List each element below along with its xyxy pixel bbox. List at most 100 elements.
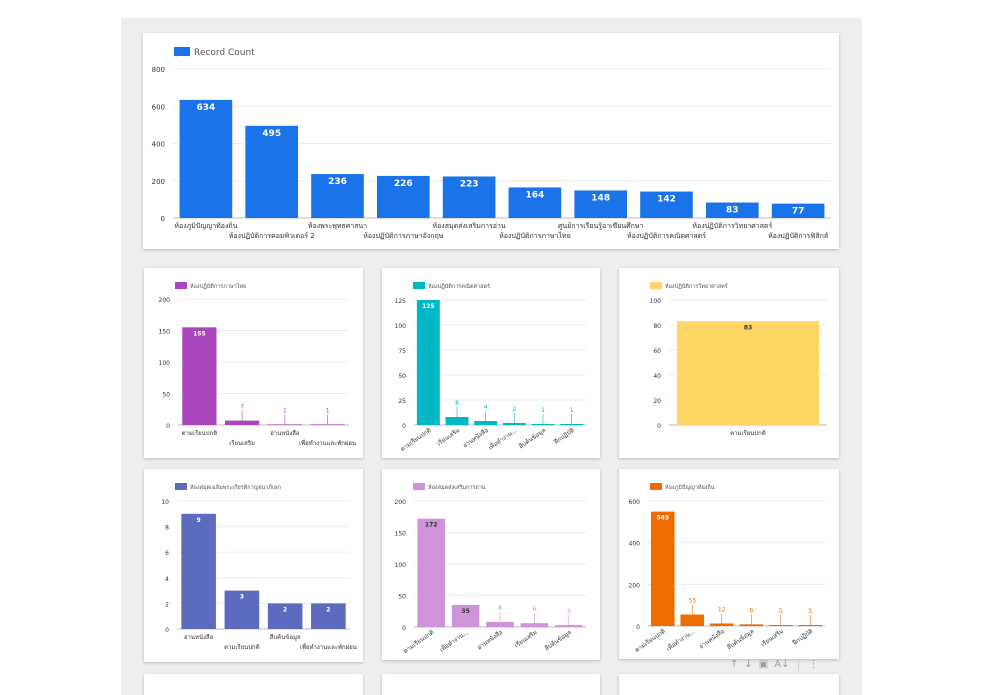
bar-value-label: 1 [570,407,574,414]
bar[interactable] [560,424,584,425]
chart-card-math-lab[interactable]: ห้องปฏิบัติการคณิตศาสตร์ 0 25 50 75 100 125 125… [382,268,600,458]
y-tick-label: 125 [395,298,407,305]
bar[interactable] [709,623,734,627]
legend-swatch [175,483,187,490]
bar-value-label: 6 [532,606,536,613]
bar[interactable] [676,321,820,425]
bar[interactable] [555,625,583,627]
x-tick-label: อ่านหนังสือ [461,426,490,450]
x-tick-label: เพื่อทำงาน... [438,628,470,654]
bar[interactable] [798,624,823,626]
bar[interactable] [310,424,345,425]
x-tick-label: ห้องสมุดส่งเสริมการอ่าน [432,222,505,230]
partial-card-bottom-1 [144,674,363,695]
report-canvas: Record Count 0 200 400 600 800 634 ห้องภูมิปัญญ… [121,18,862,695]
bar[interactable] [680,614,705,626]
bar[interactable] [502,423,526,425]
y-tick-label: 50 [162,392,170,399]
bar[interactable] [771,203,825,218]
bar[interactable] [574,190,628,218]
x-tick-label: ฝึกปฏิบัติ [552,427,576,446]
x-tick-label: ตามเรียนปกติ [399,426,433,453]
bar-value-label: 4 [484,404,488,411]
bar[interactable] [224,590,260,629]
legend-label: ห้องสมุดเฉลิมพระเกียรติกาญจนาภิเษก [190,484,281,491]
x-tick-label: ตามเรียนปกติ [633,627,667,654]
bar-value-label: 2 [283,606,287,613]
bar-value-label: 77 [792,207,805,217]
bar[interactable] [181,513,216,629]
bar-value-label: 1 [283,407,287,414]
y-tick-label: 100 [395,562,407,569]
bar-value-label: 1 [541,407,545,414]
x-tick-label: อ่านหนังสือ [697,627,726,651]
y-tick-label: 6 [165,550,169,557]
legend-swatch [413,282,425,289]
bar[interactable] [451,604,480,627]
sort-icon[interactable]: A↓ [774,659,790,670]
bar[interactable] [442,176,496,218]
bar[interactable] [182,327,217,425]
bar[interactable] [486,621,514,627]
x-tick-label: ห้องปฏิบัติการภาษาอังกฤษ [363,232,443,240]
bar[interactable] [225,420,260,425]
x-tick-label: ห้องปฏิบัติการฟิสิกส์ [768,232,829,240]
y-tick-label: 8 [165,525,169,532]
bar[interactable] [508,187,562,218]
bar-value-label: 142 [657,195,676,205]
bar[interactable] [768,624,793,626]
bar[interactable] [474,421,498,425]
bar[interactable] [445,417,469,425]
y-tick-label: 0 [166,423,170,430]
bar[interactable] [650,511,675,626]
y-tick-label: 200 [629,582,641,589]
x-tick-label: สืบค้นข้อมูล [543,628,573,653]
y-tick-label: 10 [161,499,169,506]
y-tick-label: 4 [165,576,169,583]
bar[interactable] [267,424,302,425]
bar-value-label: 495 [262,129,281,139]
x-tick-label: อ่านหนังสือ [476,628,505,652]
more-vert-icon[interactable]: ⋮ [808,659,819,670]
bar[interactable] [416,300,440,425]
bar-value-label: 236 [328,177,347,187]
bar[interactable] [245,125,299,218]
bar[interactable] [531,424,555,425]
bar-value-label: 83 [726,206,739,216]
bar-value-label: 9 [197,517,201,524]
y-tick-label: 0 [402,625,406,632]
x-tick-label: เรียนเสริม [759,627,785,648]
chart-card-local-wisdom[interactable]: ห้องภูมิปัญญาท้องถิ่น 0 200 400 600 549 ตามเรี… [619,469,839,659]
bar[interactable] [311,603,346,629]
bar[interactable] [739,624,764,626]
bar[interactable] [417,518,445,627]
bar-value-label: 1 [326,407,330,414]
bar[interactable] [267,603,303,629]
y-tick-label: 0 [161,215,165,223]
bar[interactable] [520,623,549,627]
arrow-down-icon[interactable]: ↓ [744,659,753,670]
bar[interactable] [179,99,233,218]
chart-card-science-lab[interactable]: ห้องปฏิบัติการวิทยาศาสตร์ 0 20 40 60 80 100 83 ต… [619,268,839,458]
bar[interactable] [640,191,693,218]
bar[interactable] [311,174,364,218]
arrow-up-icon[interactable]: ↑ [730,659,739,670]
partial-card-bottom-3 [619,674,839,695]
y-tick-label: 400 [152,141,165,149]
bar[interactable] [376,175,430,218]
chart-card-library-chalerm[interactable]: ห้องสมุดเฉลิมพระเกียรติกาญจนาภิเษก 0 2 4 6 8 1… [144,469,363,662]
chart-card-reading-library[interactable]: ห้องสมุดส่งเสริมการอ่าน 0 50 100 150 200 172 ตา… [382,469,600,660]
chart-card-thai-lab[interactable]: ห้องปฏิบัติการภาษาไทย 0 50 100 150 200 155 ตามเ… [144,268,363,458]
insert-chart-icon[interactable]: ▣ [758,659,769,670]
chart-card-record-count[interactable]: Record Count 0 200 400 600 800 634 ห้องภูมิปัญญ… [143,33,839,249]
legend-label: ห้องปฏิบัติการวิทยาศาสตร์ [665,283,728,290]
bar-value-label: 3 [567,608,571,615]
y-tick-label: 100 [159,360,171,367]
x-tick-label: ตามเรียนปกติ [182,429,218,437]
y-tick-label: 200 [395,499,407,506]
x-tick-label: เรียนเสริม [513,628,539,649]
legend-label: ห้องภูมิปัญญาท้องถิ่น [665,483,715,491]
x-tick-label: ห้องพระพุทธศาสนา [308,222,367,230]
bar[interactable] [705,202,759,218]
y-tick-label: 200 [159,297,171,304]
